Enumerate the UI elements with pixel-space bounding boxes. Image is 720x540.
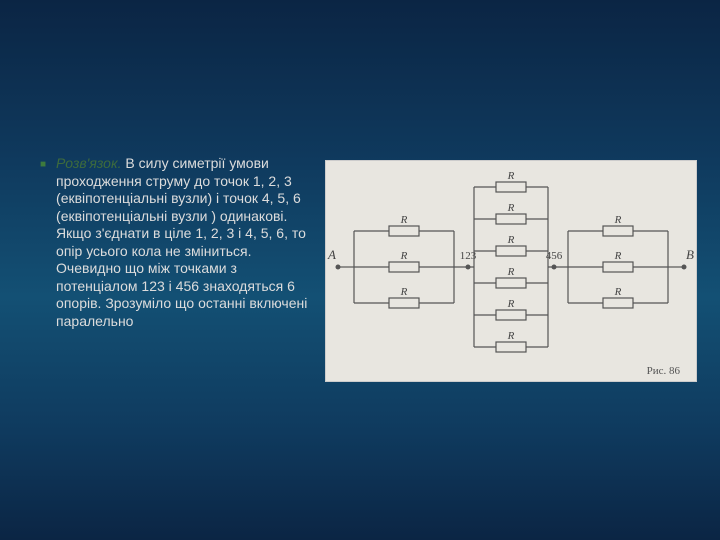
body-text: В силу симетрії умови проходження струму… (56, 155, 307, 329)
svg-text:R: R (400, 286, 408, 298)
bullet-item: ■ Розв'язок. В силу симетрії умови прохо… (40, 155, 310, 330)
svg-text:R: R (614, 214, 622, 226)
svg-text:R: R (507, 202, 515, 214)
svg-text:R: R (614, 250, 622, 262)
svg-text:R: R (400, 214, 408, 226)
text-block: ■ Розв'язок. В силу симетрії умови прохо… (40, 155, 310, 330)
bullet-icon: ■ (40, 159, 46, 170)
svg-text:R: R (507, 298, 515, 310)
svg-text:456: 456 (546, 250, 563, 262)
svg-text:R: R (507, 266, 515, 278)
svg-text:R: R (507, 330, 515, 342)
svg-text:B: B (686, 247, 694, 262)
lead-word: Розв'язок. (56, 155, 121, 171)
svg-text:A: A (327, 247, 336, 262)
circuit-figure: ABRRR123RRRRRR456RRR Рис. 86 (325, 160, 697, 382)
svg-text:R: R (507, 234, 515, 246)
svg-text:R: R (614, 286, 622, 298)
figure-caption: Рис. 86 (647, 365, 680, 377)
svg-text:R: R (507, 170, 515, 182)
paragraph: Розв'язок. В силу симетрії умови проходж… (56, 155, 310, 330)
svg-text:R: R (400, 250, 408, 262)
circuit-svg: ABRRR123RRRRRR456RRR (326, 161, 696, 373)
slide: ■ Розв'язок. В силу симетрії умови прохо… (0, 0, 720, 540)
